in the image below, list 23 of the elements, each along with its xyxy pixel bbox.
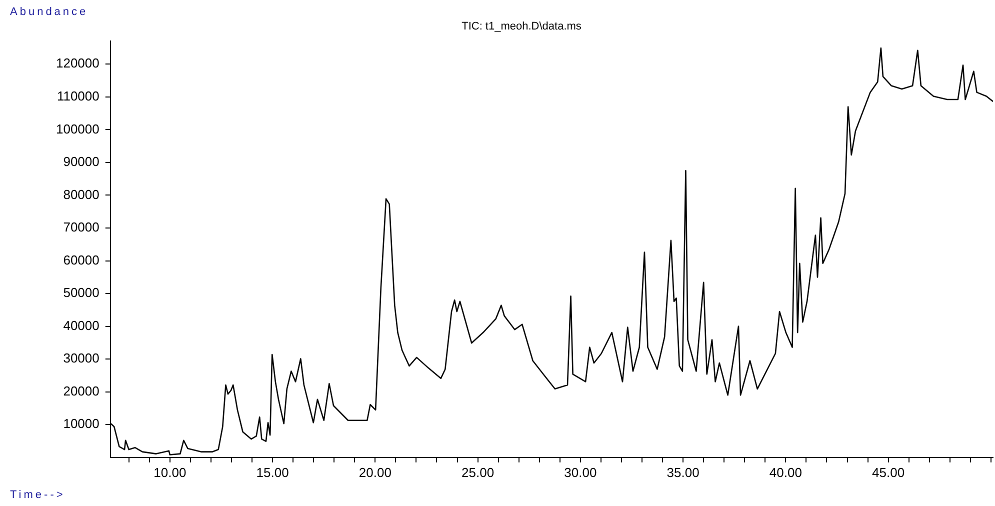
y-tick-label: 60000 [63, 252, 100, 268]
y-tick-label: 70000 [63, 220, 100, 235]
y-tick-label: 50000 [63, 285, 100, 300]
x-tick-label: 15.00 [256, 464, 289, 480]
y-tick-label: 90000 [63, 154, 100, 170]
x-tick-label: 20.00 [358, 464, 392, 480]
y-tick-label: 120000 [56, 56, 100, 71]
x-tick-label: 40.00 [769, 464, 802, 480]
chart-title: TIC: t1_meoh.D\data.ms [462, 20, 582, 33]
x-tick-label: 30.00 [564, 464, 597, 480]
y-tick-label: 100000 [56, 121, 100, 136]
x-tick-label: 25.00 [462, 464, 494, 480]
y-tick-label: 110000 [56, 88, 100, 104]
y-tick-label: 30000 [63, 350, 100, 366]
x-axis-title: Time--> [10, 489, 66, 501]
x-tick-label: 35.00 [666, 464, 700, 480]
y-tick-label: 40000 [63, 318, 100, 333]
x-tick-label: 10.00 [154, 464, 186, 480]
y-tick-label: 20000 [63, 383, 100, 398]
x-tick-label: 45.00 [872, 464, 905, 480]
y-tick-label: 80000 [63, 186, 100, 202]
y-axis-title: Abundance [10, 6, 88, 18]
y-tick-label: 10000 [63, 416, 100, 432]
